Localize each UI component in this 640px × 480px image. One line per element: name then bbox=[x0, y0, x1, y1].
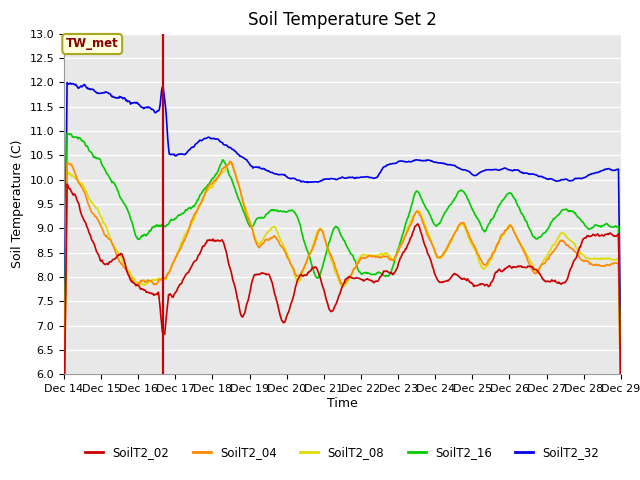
Text: TW_met: TW_met bbox=[66, 37, 118, 50]
Legend: SoilT2_02, SoilT2_04, SoilT2_08, SoilT2_16, SoilT2_32: SoilT2_02, SoilT2_04, SoilT2_08, SoilT2_… bbox=[81, 442, 604, 464]
X-axis label: Time: Time bbox=[327, 397, 358, 410]
Title: Soil Temperature Set 2: Soil Temperature Set 2 bbox=[248, 11, 437, 29]
Y-axis label: Soil Temperature (C): Soil Temperature (C) bbox=[11, 140, 24, 268]
